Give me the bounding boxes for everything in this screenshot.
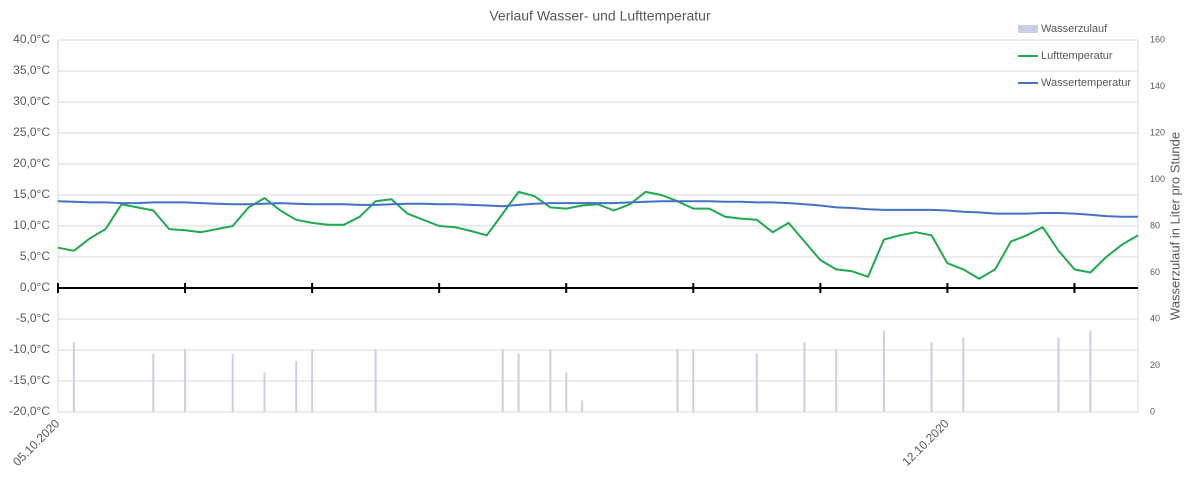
- bar: [184, 349, 187, 412]
- bar: [295, 360, 298, 412]
- bar: [1089, 330, 1092, 412]
- bar: [1057, 337, 1060, 412]
- bar: [72, 342, 75, 412]
- bar: [692, 349, 695, 412]
- y-tick-label: 25,0°C: [13, 125, 50, 139]
- y2-tick-label: 20: [1150, 360, 1160, 370]
- bar: [930, 342, 933, 412]
- bar: [755, 353, 758, 412]
- y-tick-label: 0,0°C: [20, 280, 50, 294]
- y-tick-label: -20,0°C: [9, 404, 50, 418]
- y-tick-label: 35,0°C: [13, 63, 50, 77]
- y2-tick-label: 120: [1150, 127, 1165, 137]
- bar: [374, 349, 377, 412]
- x-tick-label: 12.10.2020: [899, 416, 952, 469]
- bar: [803, 342, 806, 412]
- bar: [501, 349, 504, 412]
- y-tick-label: -5,0°C: [16, 311, 50, 325]
- y2-tick-label: 80: [1150, 220, 1160, 230]
- y2-tick-label: 140: [1150, 81, 1165, 91]
- y-tick-label: 30,0°C: [13, 94, 50, 108]
- bar: [231, 353, 234, 412]
- bar: [263, 372, 266, 412]
- y2-tick-label: 100: [1150, 174, 1165, 184]
- bar: [311, 349, 314, 412]
- bar: [962, 337, 965, 412]
- y-tick-label: -15,0°C: [9, 373, 50, 387]
- line: [57, 200, 1138, 218]
- legend-swatch: [1018, 25, 1038, 33]
- bar: [565, 372, 568, 412]
- bar: [581, 400, 584, 412]
- y-tick-label: 15,0°C: [13, 187, 50, 201]
- legend-label: Wassertemperatur: [1041, 77, 1131, 89]
- y-tick-label: 40,0°C: [13, 32, 50, 46]
- chart-title: Verlauf Wasser- und Lufttemperatur: [489, 8, 711, 24]
- y-tick-label: 10,0°C: [13, 218, 50, 232]
- bar: [549, 349, 552, 412]
- x-tick-label: 05.10.2020: [10, 416, 63, 469]
- bar: [517, 353, 520, 412]
- y2-axis-label: Wasserzulauf in Liter pro Stunde: [1167, 132, 1182, 320]
- y-tick-label: -10,0°C: [9, 342, 50, 356]
- y2-tick-label: 160: [1150, 34, 1165, 44]
- bar: [835, 349, 838, 412]
- y2-tick-label: 60: [1150, 267, 1160, 277]
- y2-tick-label: 40: [1150, 313, 1160, 323]
- y-tick-label: 5,0°C: [20, 249, 50, 263]
- legend-label: Wasserzulauf: [1041, 23, 1108, 35]
- y-tick-label: 20,0°C: [13, 156, 50, 170]
- y2-tick-label: 0: [1150, 406, 1155, 416]
- bar: [882, 330, 885, 412]
- bar: [676, 349, 679, 412]
- line: [57, 190, 1139, 280]
- bar: [152, 353, 155, 412]
- legend-label: Lufttemperatur: [1041, 50, 1113, 62]
